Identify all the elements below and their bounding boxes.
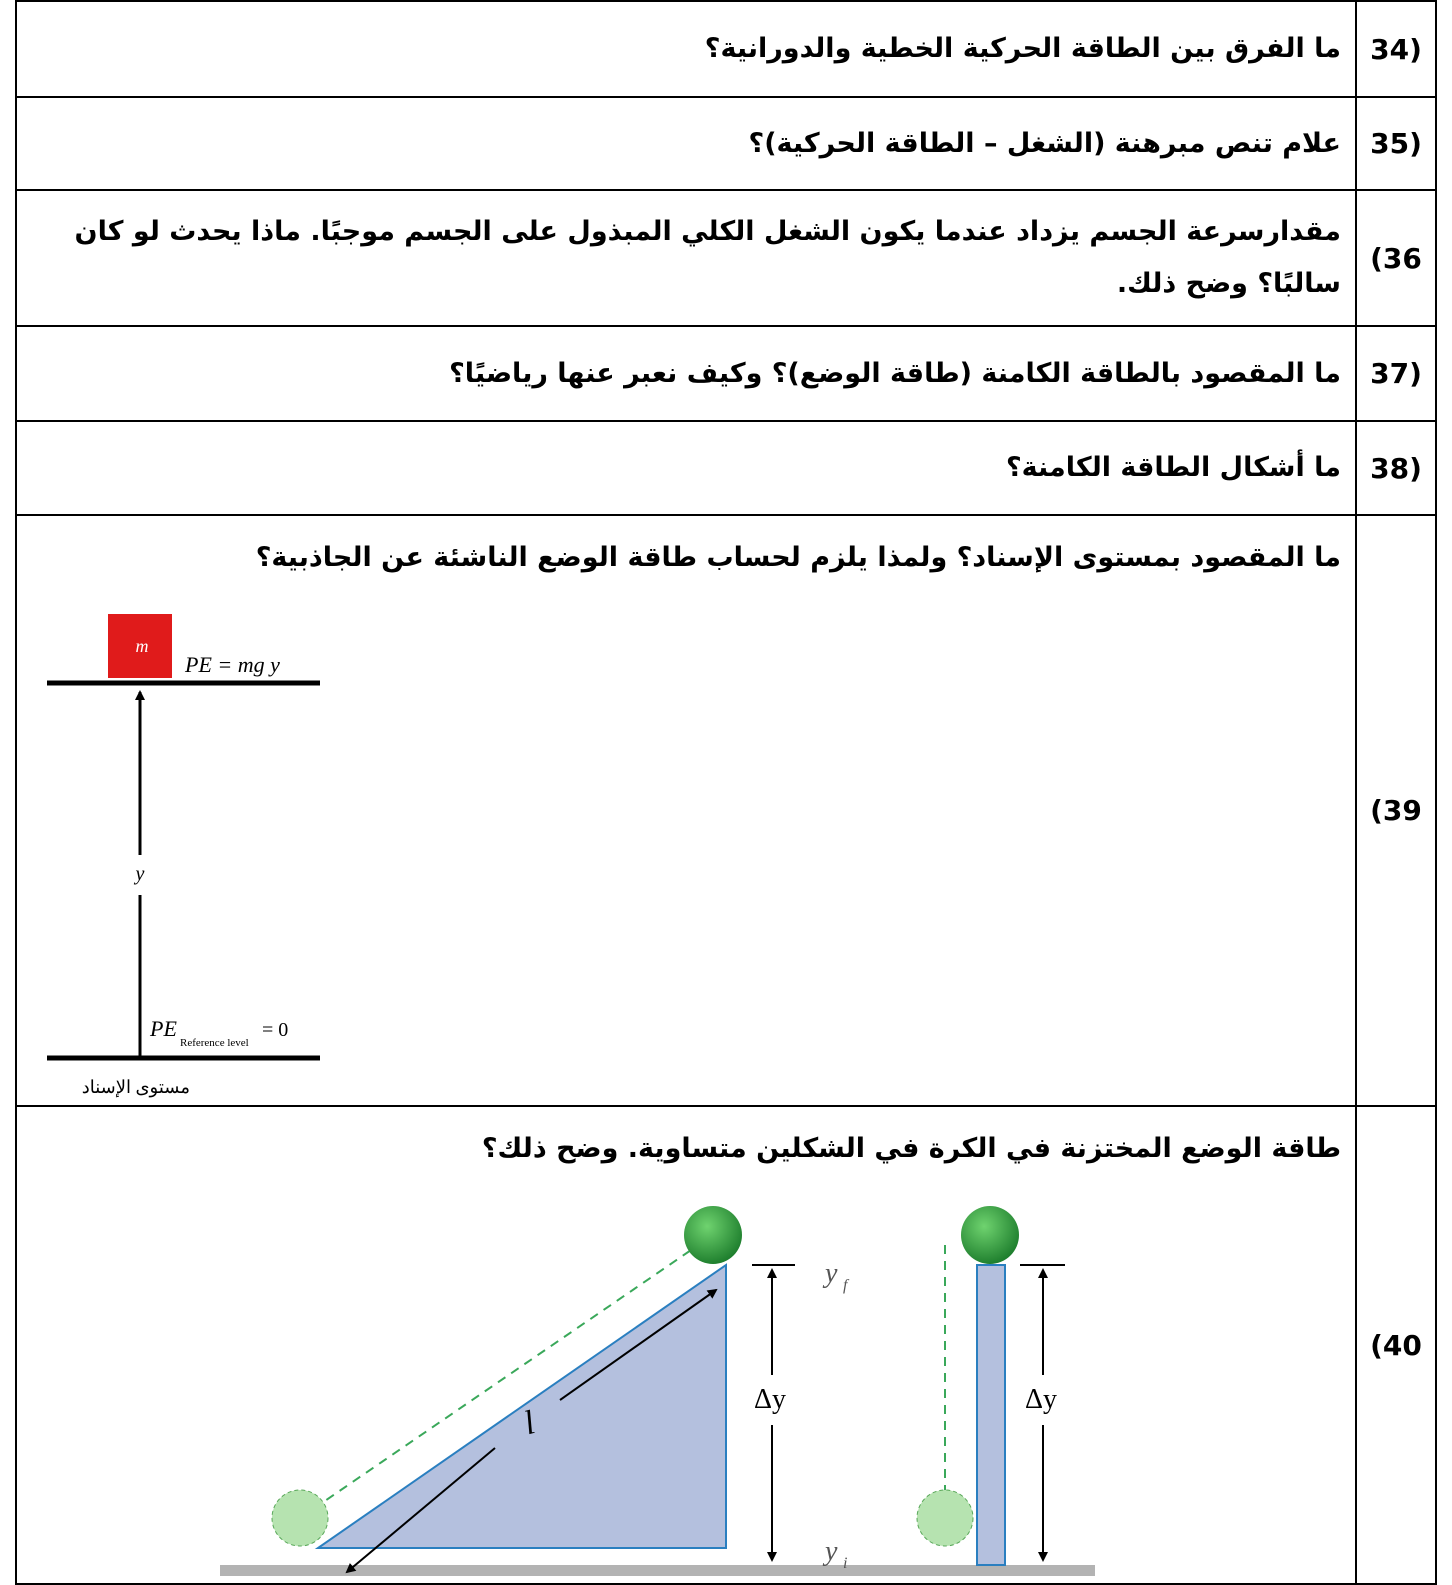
ball-initial	[917, 1490, 973, 1546]
ref-pe: PE	[149, 1016, 177, 1041]
ref-value: = 0	[262, 1019, 288, 1041]
potential-energy-figure: l Δy y f y i Δy	[220, 1206, 1095, 1576]
delta-label: Δy	[1025, 1384, 1057, 1415]
y-final-sub: f	[843, 1277, 850, 1294]
pe-formula: PE = mg y	[184, 652, 280, 677]
ref-caption: مستوى الإسناد	[82, 1077, 190, 1098]
y-initial: y	[822, 1536, 838, 1567]
ball-initial	[272, 1490, 328, 1546]
ground	[220, 1565, 1095, 1576]
page: ما الفرق بين الطاقة الحركية الخطية والدو…	[0, 0, 1452, 1576]
y-final: y	[822, 1258, 838, 1289]
ref-sub: Reference level	[180, 1037, 249, 1049]
figures: m PE = mg y y PE Reference level = 0 مست…	[0, 0, 1452, 1576]
y-initial-sub: i	[843, 1555, 847, 1572]
column	[977, 1265, 1005, 1565]
reference-level-figure: m PE = mg y y PE Reference level = 0 مست…	[47, 614, 320, 1098]
ball-final	[961, 1206, 1019, 1264]
height-label: y	[134, 863, 145, 885]
ball-final	[684, 1206, 742, 1264]
delta-label: Δy	[754, 1384, 786, 1415]
mass-label: m	[136, 636, 149, 656]
